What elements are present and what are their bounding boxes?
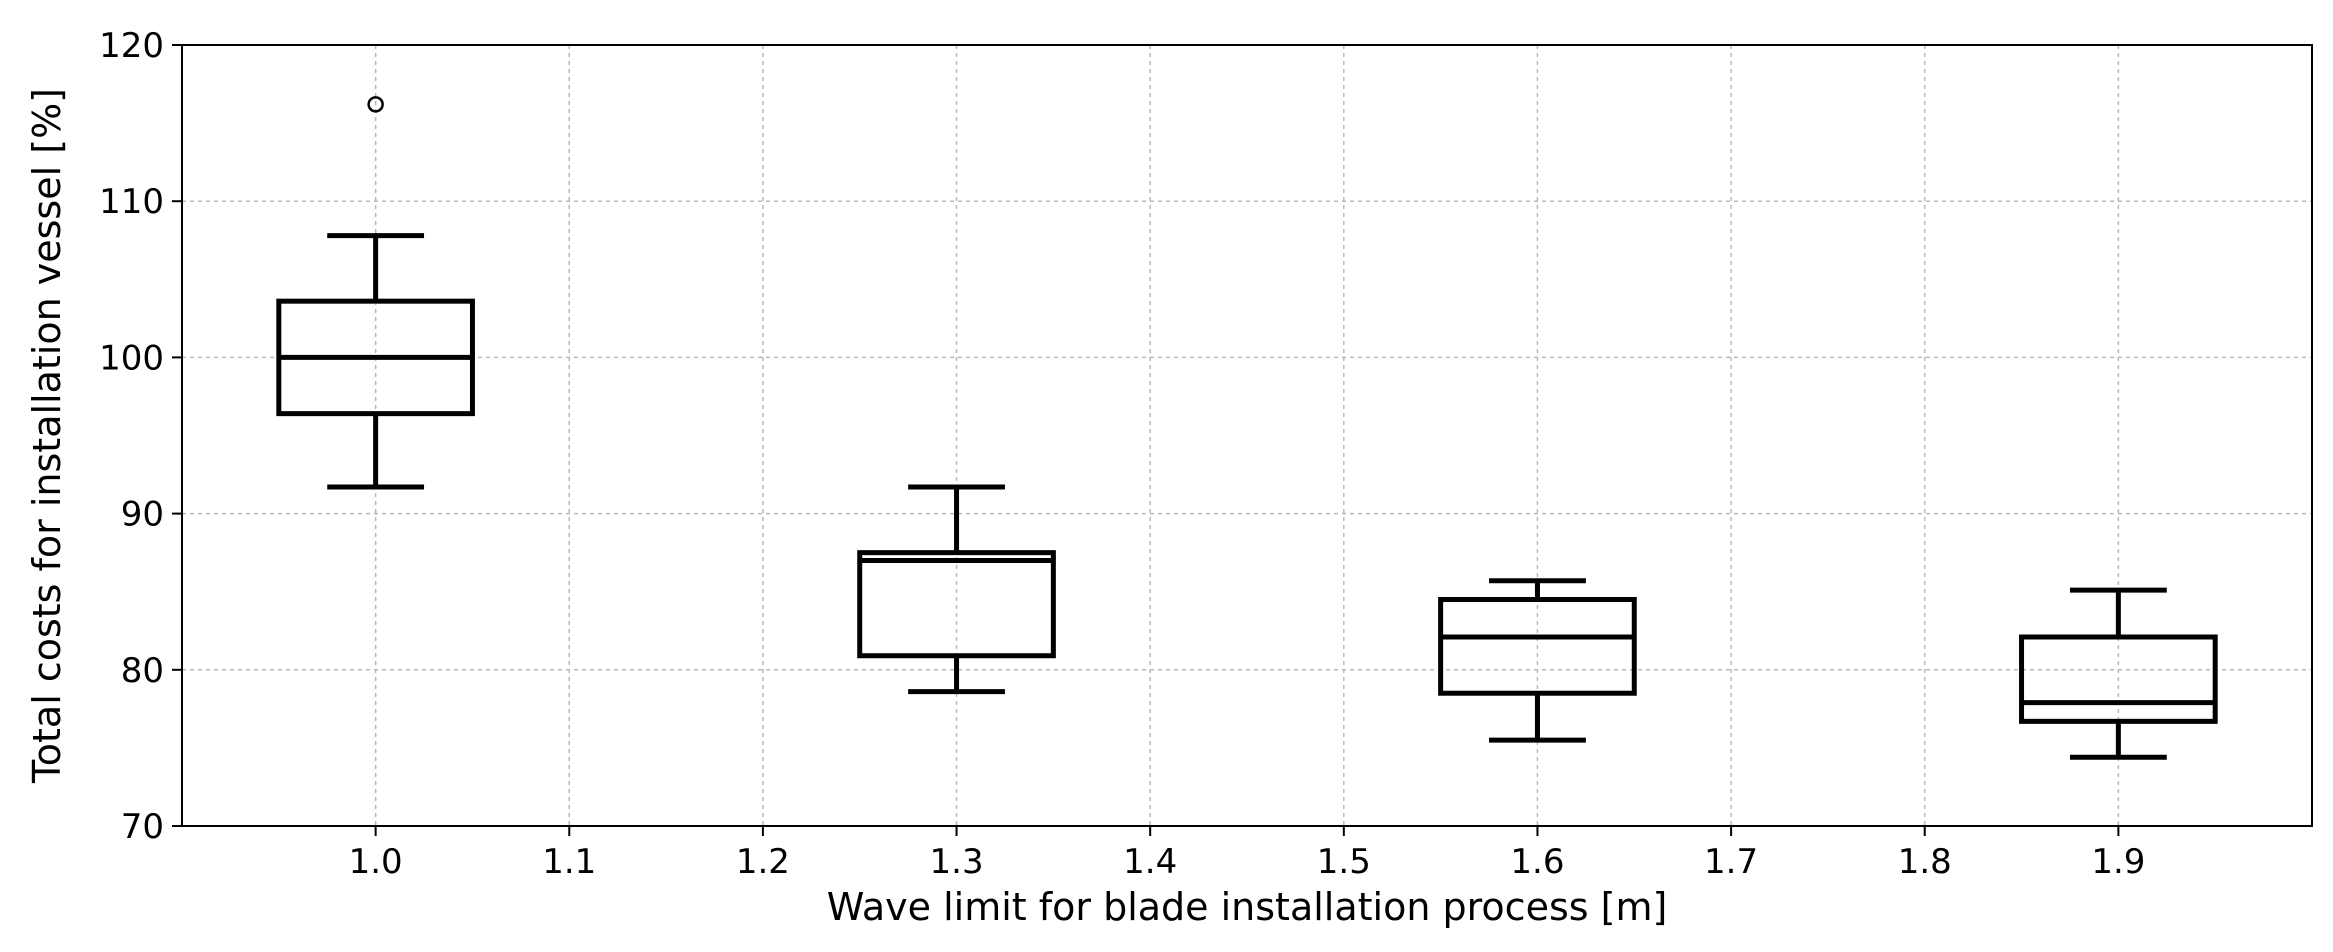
x-tick-label-9: 1.9 [2091, 842, 2145, 882]
x-tick-label-3: 1.3 [930, 842, 984, 882]
y-tick-label-2: 90 [121, 495, 164, 535]
box-body-2 [1438, 597, 1637, 696]
x-tick-label-6: 1.6 [1510, 842, 1564, 882]
plot-frame [181, 44, 2313, 827]
x-tick-label-1: 1.1 [542, 842, 596, 882]
grid-lines [182, 44, 2312, 827]
y-tick-label-5: 120 [99, 26, 164, 66]
x-axis-title: Wave limit for blade installation proces… [827, 885, 1668, 929]
outlier-point-0-0 [367, 96, 384, 113]
x-tick-label-5: 1.5 [1317, 842, 1371, 882]
box-0 [276, 96, 475, 490]
x-tick-label-8: 1.8 [1898, 842, 1952, 882]
y-tick-label-0: 70 [121, 807, 164, 847]
box-1 [857, 484, 1056, 695]
box-2 [1438, 578, 1637, 743]
y-tick-label-3: 100 [99, 338, 164, 378]
x-tick-label-4: 1.4 [1123, 842, 1177, 882]
x-tick-label-2: 1.2 [736, 842, 790, 882]
box-body-3 [2019, 634, 2218, 724]
box-body-1 [857, 550, 1056, 659]
y-tick-label-4: 110 [99, 182, 164, 222]
y-axis-title: Total costs for installation vessel [%] [25, 88, 69, 784]
box-series [276, 96, 2218, 760]
y-tick-label-1: 80 [121, 651, 164, 691]
axis-ticks: 1.0 1.1 1.2 1.3 1.4 1.5 1.6 1.7 1.8 1.9 70 80 90 100 1… [99, 26, 2145, 882]
x-tick-label-0: 1.0 [349, 842, 403, 882]
box-3 [2019, 587, 2218, 760]
x-tick-label-7: 1.7 [1704, 842, 1758, 882]
